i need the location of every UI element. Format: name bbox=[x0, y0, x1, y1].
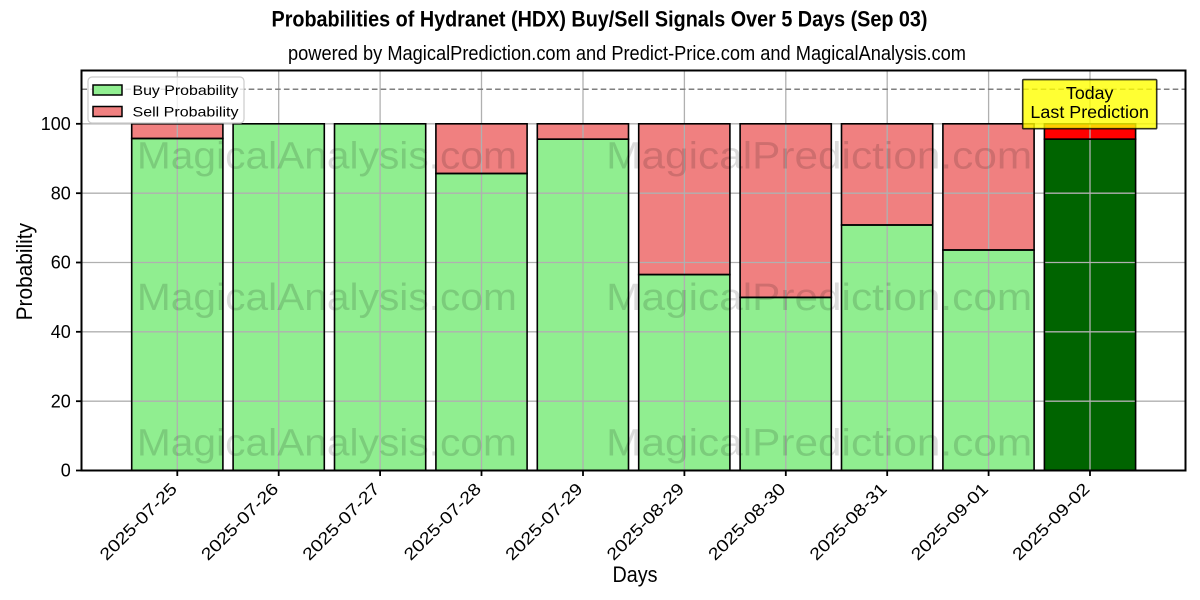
svg-text:2025-08-31: 2025-08-31 bbox=[806, 479, 891, 564]
svg-text:2025-07-27: 2025-07-27 bbox=[299, 479, 384, 564]
svg-text:Today: Today bbox=[1066, 83, 1114, 103]
svg-text:2025-07-29: 2025-07-29 bbox=[502, 479, 587, 564]
svg-text:0: 0 bbox=[61, 461, 71, 481]
svg-text:2025-08-30: 2025-08-30 bbox=[704, 479, 789, 564]
svg-text:MagicalAnalysis.com: MagicalAnalysis.com bbox=[137, 135, 517, 177]
svg-text:Probabilities of Hydranet (HDX: Probabilities of Hydranet (HDX) Buy/Sell… bbox=[272, 7, 928, 32]
svg-text:MagicalAnalysis.com: MagicalAnalysis.com bbox=[137, 423, 517, 465]
svg-text:40: 40 bbox=[51, 322, 71, 342]
svg-text:100: 100 bbox=[41, 114, 71, 134]
svg-text:20: 20 bbox=[51, 391, 71, 411]
svg-text:60: 60 bbox=[51, 253, 71, 273]
svg-text:2025-08-29: 2025-08-29 bbox=[603, 479, 688, 564]
svg-text:80: 80 bbox=[51, 183, 71, 203]
svg-text:MagicalPrediction.com: MagicalPrediction.com bbox=[606, 423, 1032, 465]
svg-text:MagicalAnalysis.com: MagicalAnalysis.com bbox=[137, 277, 517, 319]
svg-text:Days: Days bbox=[613, 562, 658, 587]
svg-text:2025-09-01: 2025-09-01 bbox=[907, 479, 992, 564]
svg-text:2025-09-02: 2025-09-02 bbox=[1009, 479, 1094, 564]
svg-text:2025-07-28: 2025-07-28 bbox=[400, 479, 485, 564]
svg-text:Last Prediction: Last Prediction bbox=[1030, 102, 1149, 122]
svg-text:Sell Probability: Sell Probability bbox=[133, 103, 239, 119]
svg-text:powered by MagicalPrediction.c: powered by MagicalPrediction.com and Pre… bbox=[288, 43, 966, 65]
svg-text:Buy Probability: Buy Probability bbox=[133, 82, 239, 98]
svg-text:MagicalPrediction.com: MagicalPrediction.com bbox=[606, 135, 1032, 177]
svg-text:2025-07-25: 2025-07-25 bbox=[96, 479, 181, 564]
svg-text:Probability: Probability bbox=[12, 223, 37, 320]
svg-text:2025-07-26: 2025-07-26 bbox=[197, 479, 282, 564]
